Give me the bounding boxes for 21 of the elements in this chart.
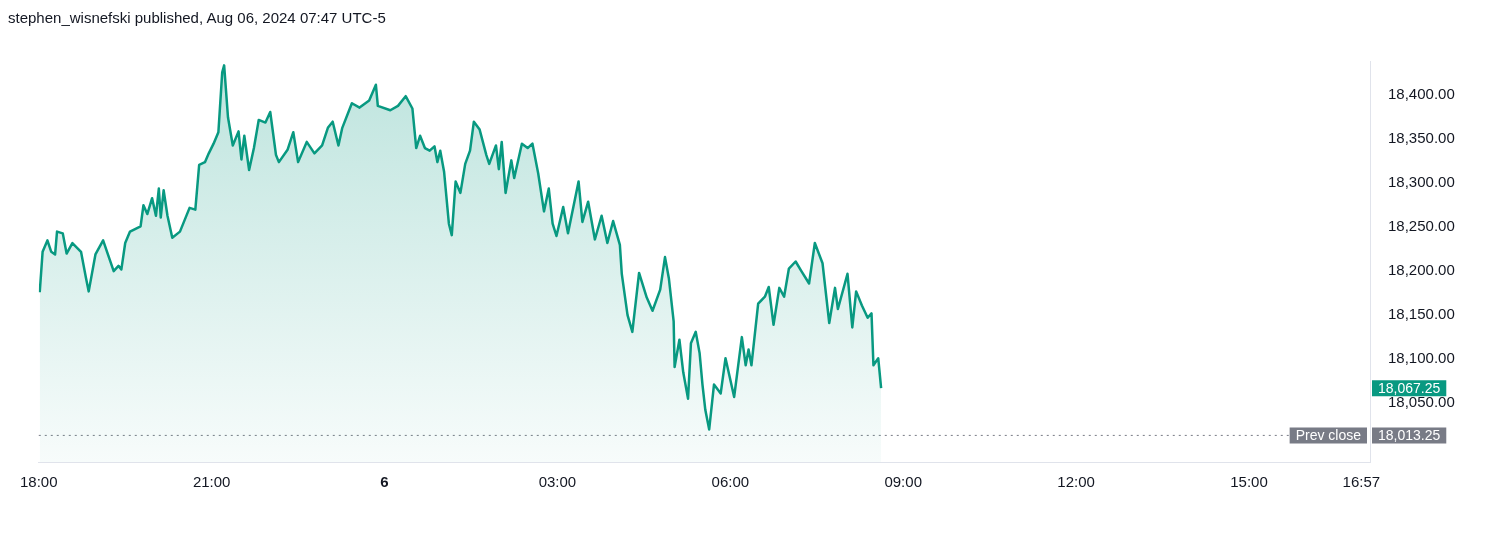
y-tick-label: 18,050.00 bbox=[1388, 393, 1455, 411]
x-tick-label: 21:00 bbox=[192, 473, 231, 491]
x-tick-label: 6 bbox=[380, 473, 389, 491]
x-tick-label: 12:00 bbox=[1057, 473, 1095, 491]
x-tick-label: 15:00 bbox=[1230, 473, 1268, 491]
ref-line-label: Prev close bbox=[1295, 427, 1362, 444]
x-tick-label: 03:00 bbox=[538, 473, 577, 491]
y-tick-label: 18,350.00 bbox=[1388, 129, 1455, 147]
text: 18,067.25 bbox=[1378, 379, 1441, 396]
annotation: 18,013.25 bbox=[1378, 427, 1441, 444]
y-tick-label: 18,400.00 bbox=[1388, 85, 1455, 103]
y-tick-label: 18,100.00 bbox=[1388, 349, 1455, 367]
y-tick-label: 18,200.00 bbox=[1388, 261, 1455, 279]
x-tick-label: 06:00 bbox=[711, 473, 750, 491]
y-tick-label: 18,250.00 bbox=[1388, 217, 1455, 235]
x-tick-label: 18:00 bbox=[19, 473, 58, 491]
chart-title: stephen_wisnefski published, Aug 06, 2024 07:47 UTC-5 bbox=[8, 8, 387, 28]
x-tick-label: 16:57 bbox=[1342, 473, 1381, 491]
x-tick-label: 09:00 bbox=[884, 473, 922, 491]
y-tick-label: 18,150.00 bbox=[1388, 305, 1455, 323]
y-tick-label: 18,300.00 bbox=[1388, 173, 1455, 191]
